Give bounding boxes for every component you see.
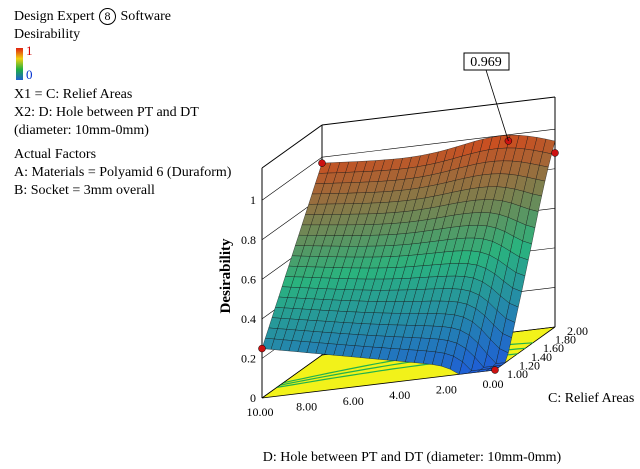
z-tick-label: 0 [250,391,256,405]
design-point-marker [491,366,499,374]
x-tick-label: 2.00 [436,383,457,397]
y-tick-label: 1.80 [555,333,576,347]
response-name: Desirability [14,27,81,42]
y-tick-label: 1.00 [507,367,528,381]
version-mark: 8 [98,8,116,25]
software-name: Design Expert [14,9,95,24]
design-point-marker [258,344,266,353]
factor-b-line: B: Socket = 3mm overall [14,183,155,198]
y-tick-label: 1.20 [519,358,540,372]
design-point-marker [551,149,559,157]
color-scale: 1 0 [14,43,231,82]
x1-factor-line: X1 = C: Relief Areas [14,87,133,102]
x-axis-title: D: Hole between PT and DT (diameter: 10m… [263,450,562,465]
x2-factor-range: (diameter: 10mm-0mm) [14,123,149,138]
y-axis-title: C: Relief Areas [548,391,634,406]
x-tick-label: 8.00 [296,399,317,413]
z-tick-label: 0.8 [241,233,256,247]
gridline [261,156,323,201]
design-point-marker [318,159,326,167]
z-tick-label: 1 [250,193,256,207]
factor-a-line: A: Materials = Polyamid 6 (Duraform) [14,165,232,180]
z-tick-label: 0.2 [241,351,256,365]
gridline [261,354,323,399]
y-tick-label: 1.40 [531,350,552,364]
response-surface [258,69,559,375]
y-tick-label: 1.60 [543,341,564,355]
x-tick-label: 0.00 [483,377,504,391]
legend-panel: Design Expert 8 Software Desirability 1 … [14,8,231,200]
z-tick-label: 0.6 [241,272,256,286]
software-title: Design Expert 8 Software [14,8,231,26]
x2-factor-line: X2: D: Hole between PT and DT [14,105,199,120]
software-suffix: Software [120,9,172,24]
x-tick-label: 4.00 [389,388,410,402]
y-tick-label: 2.00 [567,324,588,338]
color-scale-bar [16,48,23,80]
actual-factors-title: Actual Factors [14,147,97,162]
peak-label-box [463,52,510,71]
peak-label: 0.969 [470,55,502,70]
color-scale-high: 1 [26,43,33,58]
color-scale-low: 0 [26,67,33,82]
x-tick-label: 6.00 [343,394,364,408]
peak-leader-line [485,69,509,142]
x-tick-label: 10.00 [247,405,274,419]
z-tick-label: 0.4 [241,312,256,326]
box-edge [321,96,556,126]
box-edge [261,124,323,169]
gridline [321,128,556,158]
z-axis-title: Desirability [218,238,234,313]
